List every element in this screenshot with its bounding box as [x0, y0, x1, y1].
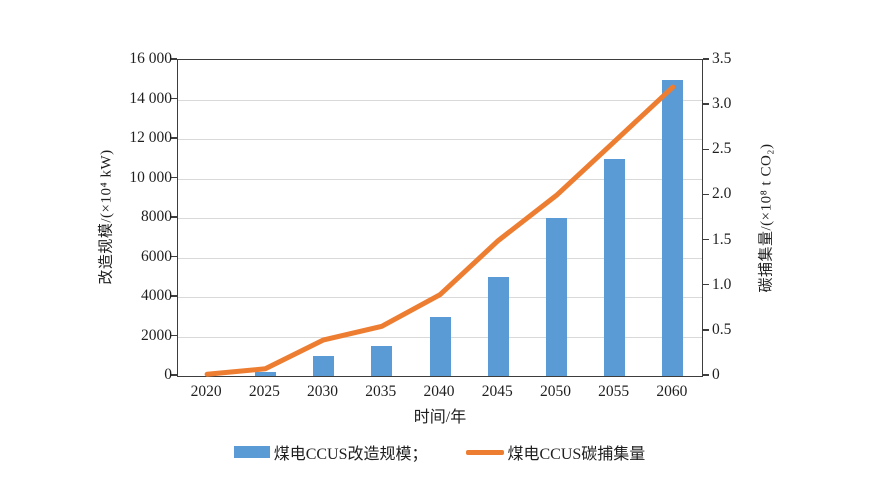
x-tick-label: 2045 — [481, 383, 513, 400]
right-tick — [702, 329, 709, 331]
left-tick-label: 10 000 — [129, 168, 172, 186]
right-tick — [702, 148, 709, 151]
left-tick-label: 2000 — [141, 326, 172, 344]
x-tick-label: 2040 — [423, 383, 455, 400]
left-tick — [171, 137, 177, 139]
right-tick — [702, 103, 709, 105]
right-tick — [702, 283, 709, 286]
right-tick-label: 0 — [712, 366, 720, 383]
left-tick — [171, 216, 177, 218]
plot-area — [177, 59, 703, 377]
legend-line-swatch — [465, 449, 504, 455]
x-tick-label: 2050 — [539, 383, 571, 400]
x-tick-label: 2060 — [656, 383, 688, 400]
x-tick-label: 2020 — [190, 383, 222, 400]
left-tick-label: 14 000 — [129, 89, 172, 107]
right-tick — [702, 193, 709, 196]
left-tick-label: 6000 — [141, 247, 172, 265]
right-tick-label: 1.0 — [712, 275, 732, 293]
left-tick-label: 8000 — [141, 208, 172, 225]
x-tick-label: 2035 — [365, 383, 397, 400]
left-tick — [171, 295, 177, 297]
right-tick-label: 3.0 — [712, 95, 732, 113]
left-tick — [171, 97, 177, 100]
gridline — [178, 139, 702, 140]
left-tick — [171, 374, 177, 376]
right-tick — [702, 238, 709, 241]
bar-2060 — [662, 79, 684, 376]
bar-2050 — [545, 218, 567, 376]
carbon-capture-line — [204, 84, 676, 377]
bar-2030 — [313, 356, 335, 376]
bar-2045 — [487, 277, 509, 376]
left-tick — [171, 334, 177, 337]
x-axis-title: 时间/年 — [413, 409, 467, 426]
left-tick — [171, 176, 177, 179]
line-series — [204, 84, 676, 377]
gridline — [178, 99, 702, 101]
left-tick — [171, 255, 177, 258]
right-tick-label: 1.5 — [712, 230, 732, 248]
left-tick-label: 4000 — [141, 287, 172, 304]
right-tick-label: 2.0 — [712, 185, 732, 203]
gridline — [178, 178, 702, 180]
left-tick-label: 12 000 — [129, 129, 172, 146]
bar-2035 — [371, 346, 393, 376]
right-tick-label: 3.5 — [712, 50, 732, 67]
legend-bar-label: 煤电CCUS改造规模； — [273, 446, 428, 463]
bar-2025 — [254, 372, 276, 376]
left-tick — [171, 58, 177, 60]
right-axis-title: 碳捕集量/(×10⁸ t CO₂) — [758, 143, 775, 293]
gridline — [178, 218, 702, 219]
legend-line-label: 煤电CCUS碳捕集量 — [507, 446, 646, 463]
right-tick-label: 0.5 — [712, 320, 732, 338]
legend: 煤电CCUS改造规模； 煤电CCUS碳捕集量 — [0, 440, 879, 464]
bar-2055 — [604, 158, 626, 376]
left-tick-label: 0 — [164, 366, 172, 383]
x-tick-label: 2030 — [307, 383, 339, 400]
legend-bar-swatch — [233, 446, 270, 458]
right-tick-label: 2.5 — [712, 140, 732, 158]
bar-2040 — [429, 316, 451, 376]
right-tick — [702, 58, 709, 60]
x-tick-label: 2055 — [598, 383, 630, 400]
gridline — [178, 257, 702, 259]
right-tick — [702, 374, 709, 376]
left-tick-label: 16 000 — [129, 50, 172, 67]
x-tick-label: 2025 — [248, 383, 280, 400]
